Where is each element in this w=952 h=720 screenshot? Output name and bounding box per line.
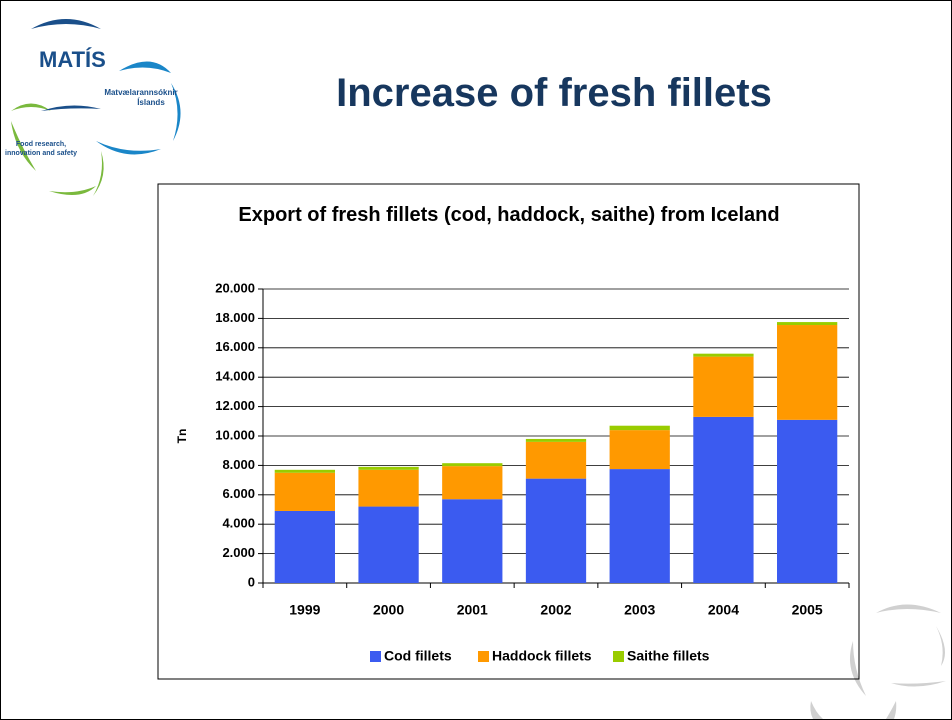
- y-tick-label: 2.000: [222, 545, 255, 560]
- x-tick-label: 2001: [457, 602, 488, 618]
- x-tick-label: 2000: [373, 602, 404, 618]
- bar-segment: [442, 463, 502, 466]
- bar-segment: [693, 417, 753, 583]
- y-tick-label: 18.000: [215, 310, 255, 325]
- bar-segment: [693, 354, 753, 357]
- logo: MATÍS Matvælarannsóknir Íslands Food res…: [5, 19, 181, 196]
- logo-arc: [41, 105, 101, 111]
- decoration: [810, 605, 946, 720]
- y-tick-label: 14.000: [215, 369, 255, 384]
- logo-arc: [96, 141, 161, 154]
- logo-arc: [49, 186, 96, 195]
- x-tick-label: 2003: [624, 602, 655, 618]
- slide: MATÍS Matvælarannsóknir Íslands Food res…: [0, 0, 952, 720]
- bar-segment: [610, 430, 670, 469]
- y-tick-label: 20.000: [215, 280, 255, 295]
- bar-segment: [442, 499, 502, 583]
- legend-swatch: [613, 651, 624, 662]
- deco-arc: [886, 701, 896, 719]
- legend-label: Cod fillets: [384, 648, 452, 664]
- legend-swatch: [478, 651, 489, 662]
- y-tick-label: 10.000: [215, 427, 255, 442]
- bar-segment: [358, 470, 418, 507]
- x-tick-label: 2002: [540, 602, 571, 618]
- bar-segment: [526, 442, 586, 479]
- bar-segment: [275, 473, 335, 511]
- bar-segment: [610, 469, 670, 583]
- bar-segment: [610, 426, 670, 430]
- bar-segment: [693, 357, 753, 417]
- deco-arc: [936, 626, 945, 666]
- logo-subtitle: Matvælarannsóknir: [104, 88, 177, 97]
- logo-tagline: Food research,: [16, 141, 66, 148]
- chart-title: Export of fresh fillets (cod, haddock, s…: [201, 201, 817, 230]
- y-tick-label: 0: [248, 574, 255, 589]
- logo-arc: [119, 61, 171, 73]
- legend-label: Saithe fillets: [627, 648, 710, 664]
- deco-arc: [810, 701, 823, 719]
- logo-arc: [31, 19, 101, 29]
- logo-tagline: innovation and safety: [5, 150, 77, 157]
- slide-title: Increase of fresh fillets: [251, 71, 857, 116]
- y-tick-label: 12.000: [215, 398, 255, 413]
- bar-segment: [442, 466, 502, 499]
- bar-segment: [777, 322, 837, 325]
- y-tick-label: 16.000: [215, 339, 255, 354]
- bar-segment: [777, 325, 837, 420]
- deco-arc: [891, 681, 946, 687]
- y-tick-label: 8.000: [222, 457, 255, 472]
- bar-segment: [358, 467, 418, 470]
- deco-arc: [850, 641, 866, 696]
- y-tick-label: 6.000: [222, 486, 255, 501]
- logo-name: MATÍS: [39, 47, 106, 72]
- x-tick-label: 2004: [708, 602, 739, 618]
- x-tick-label: 2005: [792, 602, 823, 618]
- bar-segment: [526, 439, 586, 442]
- legend-swatch: [370, 651, 381, 662]
- bar-segment: [777, 420, 837, 583]
- bar-segment: [275, 470, 335, 473]
- legend-label: Haddock fillets: [492, 648, 592, 664]
- bar-segment: [275, 511, 335, 583]
- x-tick-label: 1999: [289, 602, 320, 618]
- logo-arc: [93, 151, 104, 196]
- y-tick-label: 4.000: [222, 516, 255, 531]
- bar-segment: [526, 479, 586, 583]
- logo-subtitle: Íslands: [137, 98, 165, 107]
- y-axis-label: Tn: [175, 429, 189, 444]
- bar-segment: [358, 507, 418, 583]
- deco-arc: [876, 605, 941, 614]
